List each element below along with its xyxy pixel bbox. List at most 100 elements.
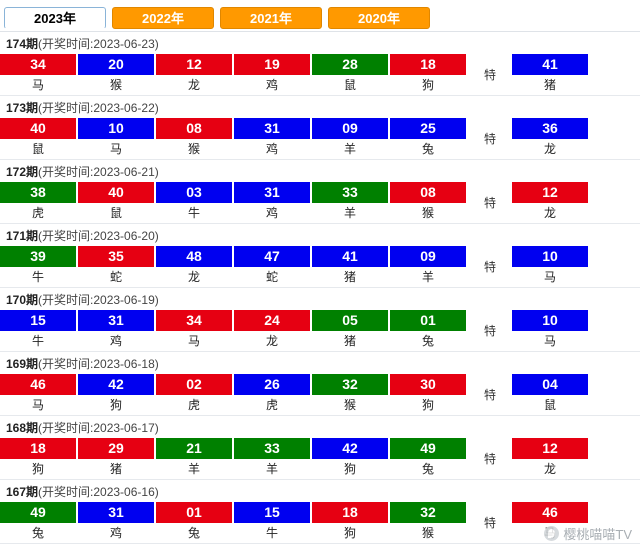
ball-cell: 42 狗 bbox=[312, 438, 388, 479]
special-ball-zodiac: 龙 bbox=[512, 139, 588, 159]
draw-header: 171期(开奖时间:2023-06-20) bbox=[0, 224, 640, 246]
draw-group: 171期(开奖时间:2023-06-20) 39 牛 35 蛇 48 龙 47 蛇 41 猪 09 羊特… bbox=[0, 224, 640, 288]
ball-number: 12 bbox=[156, 54, 232, 75]
ball-zodiac: 羊 bbox=[234, 459, 310, 479]
ball-zodiac: 鸡 bbox=[234, 75, 310, 95]
ball-number: 30 bbox=[390, 374, 466, 395]
ball-cell: 20 猴 bbox=[78, 54, 154, 95]
ball-number: 21 bbox=[156, 438, 232, 459]
ball-number: 34 bbox=[0, 54, 76, 75]
ball-cell: 32 猴 bbox=[390, 502, 466, 543]
ball-cell: 19 鸡 bbox=[234, 54, 310, 95]
draw-group: 173期(开奖时间:2023-06-22) 40 鼠 10 马 08 猴 31 鸡 09 羊 25 兔特… bbox=[0, 96, 640, 160]
ball-cell: 38 虎 bbox=[0, 182, 76, 223]
draw-date: (开奖时间:2023-06-16) bbox=[38, 485, 159, 499]
ball-number: 40 bbox=[78, 182, 154, 203]
draw-row: 38 虎 40 鼠 03 牛 31 鸡 33 羊 08 猴 特 12 龙 bbox=[0, 182, 640, 223]
ball-zodiac: 龙 bbox=[234, 331, 310, 351]
ball-cell: 40 鼠 bbox=[78, 182, 154, 223]
draw-date: (开奖时间:2023-06-19) bbox=[38, 293, 159, 307]
ball-number: 42 bbox=[312, 438, 388, 459]
special-ball-number: 12 bbox=[512, 438, 588, 459]
special-ball-cell: 41 猪 bbox=[512, 54, 588, 95]
ball-number: 18 bbox=[390, 54, 466, 75]
ball-number: 18 bbox=[0, 438, 76, 459]
ball-zodiac: 牛 bbox=[0, 331, 76, 351]
special-ball-zodiac: 鼠 bbox=[512, 395, 588, 415]
ball-number: 09 bbox=[312, 118, 388, 139]
ball-number: 32 bbox=[312, 374, 388, 395]
draw-issue: 172期 bbox=[6, 165, 39, 179]
draw-header: 167期(开奖时间:2023-06-16) bbox=[0, 480, 640, 502]
ball-number: 31 bbox=[234, 182, 310, 203]
ball-number: 05 bbox=[312, 310, 388, 331]
ball-cell: 28 鼠 bbox=[312, 54, 388, 95]
draw-row: 40 鼠 10 马 08 猴 31 鸡 09 羊 25 兔 特 36 龙 bbox=[0, 118, 640, 159]
draw-header: 169期(开奖时间:2023-06-18) bbox=[0, 352, 640, 374]
draw-date: (开奖时间:2023-06-17) bbox=[38, 421, 159, 435]
ball-cell: 01 兔 bbox=[390, 310, 466, 351]
ball-cell: 25 兔 bbox=[390, 118, 466, 159]
draw-row: 34 马 20 猴 12 龙 19 鸡 28 鼠 18 狗 特 41 猪 bbox=[0, 54, 640, 95]
ball-cell: 15 牛 bbox=[0, 310, 76, 351]
special-ball-number: 10 bbox=[512, 310, 588, 331]
ball-number: 08 bbox=[156, 118, 232, 139]
draw-group: 170期(开奖时间:2023-06-19) 15 牛 31 鸡 34 马 24 龙 05 猪 01 兔特… bbox=[0, 288, 640, 352]
year-tab-2020[interactable]: 2020年 bbox=[328, 6, 430, 29]
ball-zodiac: 牛 bbox=[0, 267, 76, 287]
ball-zodiac: 猴 bbox=[390, 203, 466, 223]
draw-header: 168期(开奖时间:2023-06-17) bbox=[0, 416, 640, 438]
special-ball-cell: 04 鼠 bbox=[512, 374, 588, 415]
year-tab-2022[interactable]: 2022年 bbox=[112, 6, 214, 29]
ball-zodiac: 猴 bbox=[156, 139, 232, 159]
ball-number: 48 bbox=[156, 246, 232, 267]
year-tab-2021[interactable]: 2021年 bbox=[220, 6, 322, 29]
special-ball-number: 46 bbox=[512, 502, 588, 523]
special-ball-zodiac: 猪 bbox=[512, 75, 588, 95]
ball-zodiac: 鸡 bbox=[234, 139, 310, 159]
ball-zodiac: 狗 bbox=[312, 459, 388, 479]
draw-header: 172期(开奖时间:2023-06-21) bbox=[0, 160, 640, 182]
ball-zodiac: 羊 bbox=[156, 459, 232, 479]
ball-number: 42 bbox=[78, 374, 154, 395]
ball-number: 03 bbox=[156, 182, 232, 203]
ball-zodiac: 鸡 bbox=[78, 523, 154, 543]
draw-issue: 171期 bbox=[6, 229, 39, 243]
ball-zodiac: 龙 bbox=[156, 75, 232, 95]
ball-cell: 29 猪 bbox=[78, 438, 154, 479]
special-separator: 特 bbox=[483, 260, 496, 274]
special-ball-cell: 36 龙 bbox=[512, 118, 588, 159]
special-separator: 特 bbox=[483, 196, 496, 210]
ball-number: 24 bbox=[234, 310, 310, 331]
year-tab-2023[interactable]: 2023年 bbox=[4, 6, 106, 29]
draw-row: 39 牛 35 蛇 48 龙 47 蛇 41 猪 09 羊特 10 马 bbox=[0, 246, 640, 287]
ball-cell: 31 鸡 bbox=[234, 182, 310, 223]
ball-number: 25 bbox=[390, 118, 466, 139]
special-ball-zodiac: 龙 bbox=[512, 203, 588, 223]
ball-zodiac: 鼠 bbox=[78, 203, 154, 223]
ball-cell: 09 羊 bbox=[390, 246, 466, 287]
ball-cell: 42 狗 bbox=[78, 374, 154, 415]
ball-cell: 03 牛 bbox=[156, 182, 232, 223]
ball-number: 10 bbox=[78, 118, 154, 139]
ball-cell: 40 鼠 bbox=[0, 118, 76, 159]
ball-cell: 18 狗 bbox=[0, 438, 76, 479]
ball-zodiac: 虎 bbox=[156, 395, 232, 415]
draw-issue: 174期 bbox=[6, 37, 39, 51]
ball-number: 02 bbox=[156, 374, 232, 395]
draw-results-table: 174期(开奖时间:2023-06-23) 34 马 20 猴 12 龙 19 鸡 28 鼠 18 狗特… bbox=[0, 31, 640, 549]
ball-number: 38 bbox=[0, 182, 76, 203]
draw-issue: 167期 bbox=[6, 485, 39, 499]
draw-row: 46 马 42 狗 02 虎 26 虎 32 猴 30 狗特 04 鼠 bbox=[0, 374, 640, 415]
ball-zodiac: 鼠 bbox=[312, 75, 388, 95]
ball-number: 31 bbox=[234, 118, 310, 139]
draw-date: (开奖时间:2023-06-21) bbox=[38, 165, 159, 179]
ball-zodiac: 兔 bbox=[390, 331, 466, 351]
ball-cell: 31 鸡 bbox=[234, 118, 310, 159]
ball-number: 33 bbox=[312, 182, 388, 203]
special-ball-number: 36 bbox=[512, 118, 588, 139]
special-separator: 特 bbox=[483, 388, 496, 402]
ball-cell: 34 马 bbox=[156, 310, 232, 351]
ball-zodiac: 蛇 bbox=[78, 267, 154, 287]
ball-zodiac: 猴 bbox=[312, 395, 388, 415]
